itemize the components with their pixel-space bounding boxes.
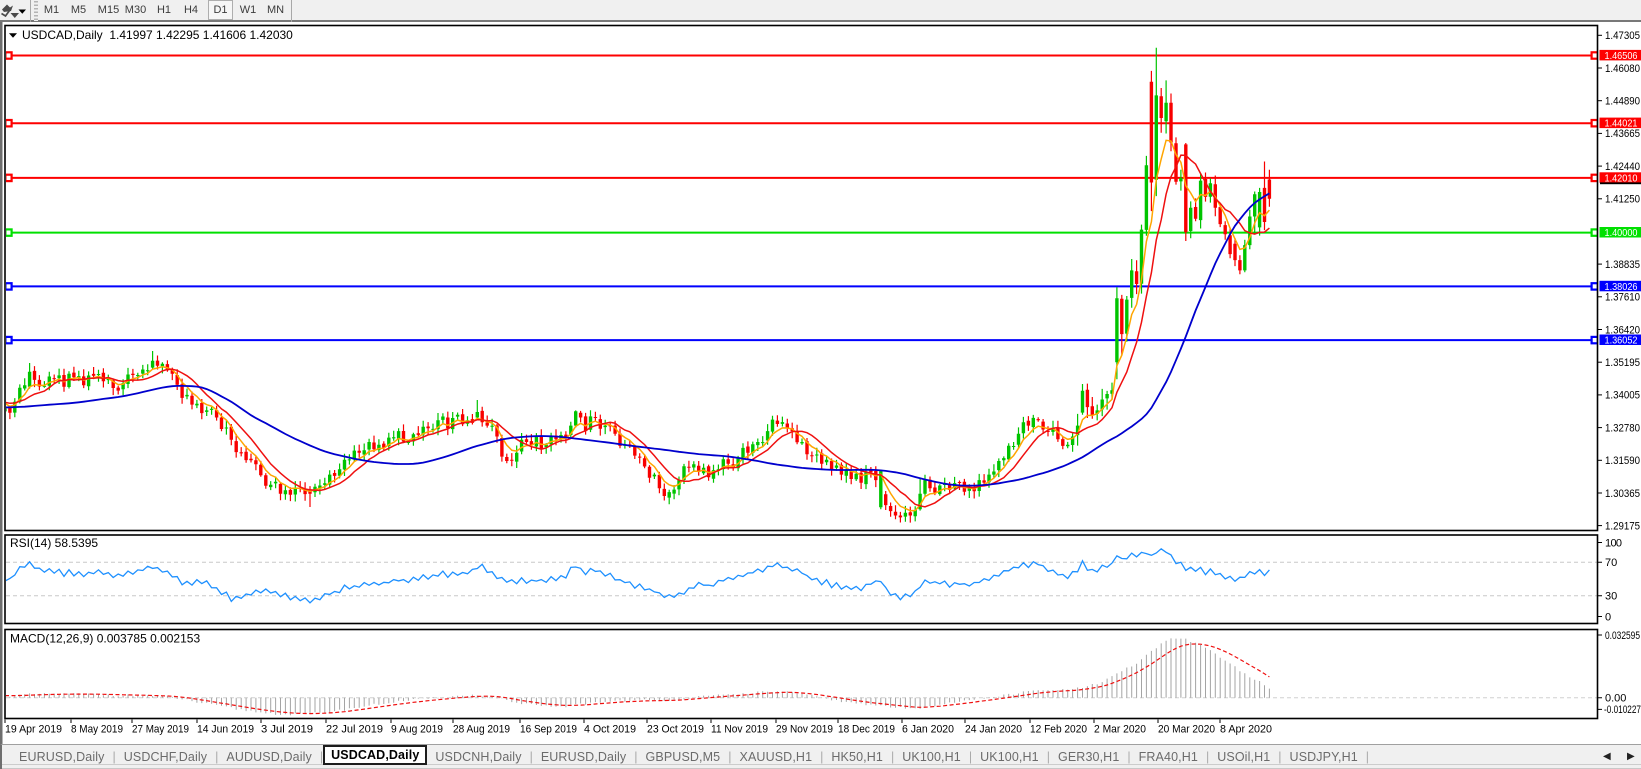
svg-text:-0.010227: -0.010227 — [1604, 704, 1641, 716]
svg-text:100: 100 — [1605, 537, 1622, 549]
svg-text:1.37610: 1.37610 — [1605, 292, 1640, 304]
svg-text:1.36420: 1.36420 — [1605, 324, 1640, 336]
svg-text:9 Aug 2019: 9 Aug 2019 — [391, 724, 443, 736]
svg-text:1.34005: 1.34005 — [1605, 390, 1640, 402]
svg-text:1.31590: 1.31590 — [1605, 455, 1640, 467]
svg-text:30: 30 — [1605, 591, 1617, 603]
svg-text:0.032595: 0.032595 — [1605, 630, 1640, 642]
svg-text:1.32780: 1.32780 — [1605, 422, 1640, 434]
svg-text:12 Feb 2020: 12 Feb 2020 — [1030, 724, 1087, 736]
svg-text:2 Mar 2020: 2 Mar 2020 — [1094, 724, 1146, 736]
svg-text:22 Jul 2019: 22 Jul 2019 — [326, 724, 383, 736]
svg-text:20 Mar 2020: 20 Mar 2020 — [1158, 724, 1215, 736]
svg-text:1.42440: 1.42440 — [1605, 161, 1640, 173]
svg-text:8 Apr 2020: 8 Apr 2020 — [1220, 724, 1272, 736]
svg-text:14 Jun 2019: 14 Jun 2019 — [197, 724, 254, 736]
svg-text:11 Nov 2019: 11 Nov 2019 — [711, 724, 768, 736]
svg-text:8 May 2019: 8 May 2019 — [71, 724, 123, 736]
svg-text:1.44021: 1.44021 — [1605, 118, 1638, 130]
svg-text:1.46080: 1.46080 — [1605, 63, 1640, 75]
svg-text:6 Jan 2020: 6 Jan 2020 — [902, 724, 954, 736]
svg-text:1.46506: 1.46506 — [1605, 50, 1638, 62]
svg-text:4 Oct 2019: 4 Oct 2019 — [584, 724, 636, 736]
svg-text:23 Oct 2019: 23 Oct 2019 — [647, 724, 704, 736]
svg-text:1.47305: 1.47305 — [1605, 30, 1640, 42]
svg-text:RSI(14) 58.5395: RSI(14) 58.5395 — [10, 536, 98, 550]
svg-text:0.00: 0.00 — [1605, 693, 1626, 705]
svg-text:0: 0 — [1605, 611, 1611, 623]
svg-text:1.44890: 1.44890 — [1605, 96, 1640, 108]
svg-text:1.42010: 1.42010 — [1605, 172, 1638, 184]
svg-text:1.40000: 1.40000 — [1605, 227, 1638, 239]
svg-text:16 Sep 2019: 16 Sep 2019 — [520, 724, 577, 736]
svg-text:USDCAD,Daily 1.41997 1.42295: USDCAD,Daily 1.41997 1.42295 1.41606 1.4… — [22, 28, 293, 42]
svg-text:1.43665: 1.43665 — [1605, 128, 1640, 140]
svg-text:24 Jan 2020: 24 Jan 2020 — [965, 724, 1022, 736]
svg-text:70: 70 — [1605, 557, 1617, 569]
svg-text:MACD(12,26,9) 0.003785 0.00215: MACD(12,26,9) 0.003785 0.002153 — [10, 632, 200, 646]
svg-text:1.36052: 1.36052 — [1605, 335, 1638, 347]
svg-text:1.30365: 1.30365 — [1605, 488, 1640, 500]
svg-text:19 Apr 2019: 19 Apr 2019 — [5, 724, 62, 736]
svg-text:1.38026: 1.38026 — [1605, 281, 1638, 293]
svg-text:27 May 2019: 27 May 2019 — [132, 724, 189, 736]
svg-text:1.41250: 1.41250 — [1605, 194, 1640, 206]
svg-text:1.38835: 1.38835 — [1605, 259, 1640, 271]
svg-text:28 Aug 2019: 28 Aug 2019 — [453, 724, 510, 736]
svg-text:3 Jul 2019: 3 Jul 2019 — [261, 724, 313, 736]
svg-text:29 Nov 2019: 29 Nov 2019 — [776, 724, 833, 736]
svg-text:1.29175: 1.29175 — [1605, 520, 1640, 532]
svg-text:1.35195: 1.35195 — [1605, 357, 1640, 369]
svg-text:18 Dec 2019: 18 Dec 2019 — [838, 724, 895, 736]
